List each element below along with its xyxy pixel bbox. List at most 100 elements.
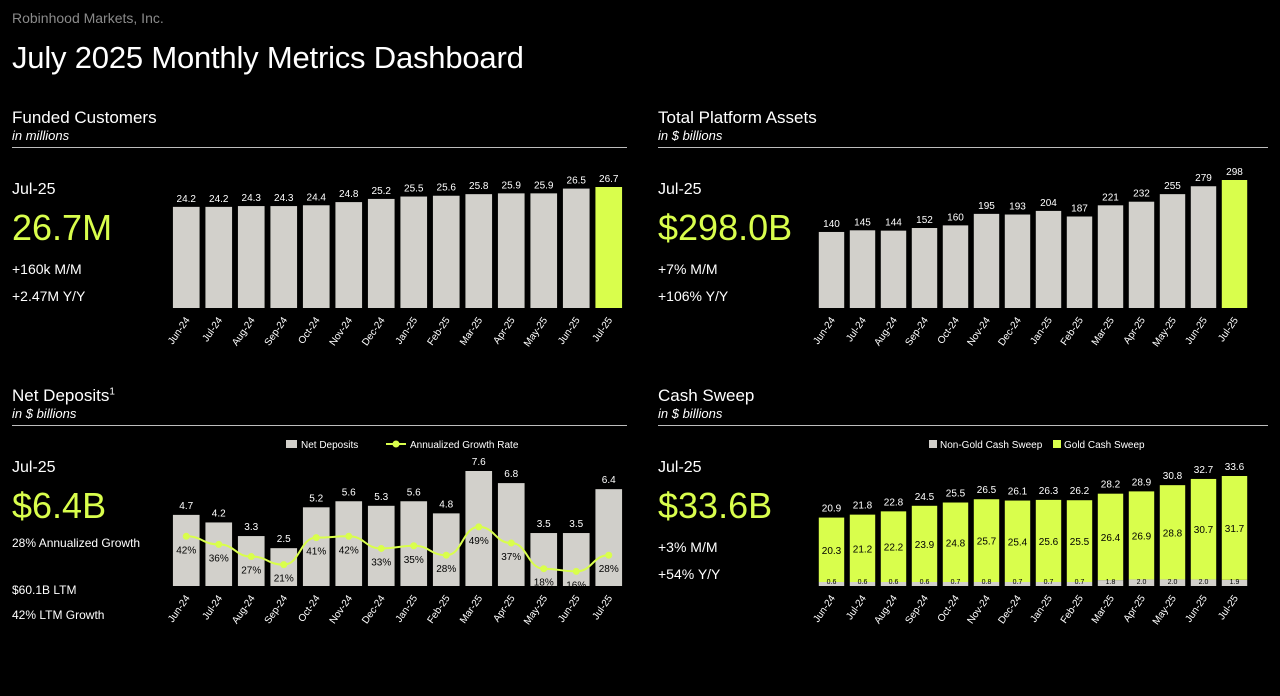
data-label: 24.3 [274,193,294,204]
x-tick-label: Oct-24 [936,315,962,346]
total-label: 21.8 [853,501,873,512]
gold-label: 28.8 [1163,528,1183,539]
growth-label: 42% [339,545,359,556]
data-label: 24.8 [339,189,359,200]
bar [595,187,623,308]
data-label: 26.7 [599,174,619,185]
non-gold-label: 2.0 [1137,579,1147,586]
data-label: 5.6 [342,487,356,498]
gold-label: 25.5 [1070,537,1090,548]
data-label: 232 [1133,189,1150,200]
growth-point [540,565,548,573]
gold-label: 25.4 [1008,537,1028,548]
bar-gold [1128,491,1155,580]
non-gold-label: 0.6 [889,579,899,586]
growth-point [345,532,353,540]
growth-point [442,551,450,559]
footnote-marker: 1 [109,386,115,398]
data-label: 140 [823,219,840,230]
x-tick-label: Jul-25 [591,593,616,622]
kpi-value: $298.0B [658,207,793,248]
x-tick-label: Jun-24 [166,315,193,347]
non-gold-label: 0.6 [858,579,868,586]
bar [1035,210,1062,308]
bar [465,194,493,308]
legend-label: Annualized Growth Rate [410,440,519,451]
x-tick-label: Nov-24 [328,593,356,626]
data-label: 193 [1009,202,1026,213]
bar [335,501,363,586]
kpi-mom: +160k M/M [12,261,82,277]
non-gold-label: 0.8 [982,579,992,586]
bar [530,193,558,308]
x-tick-label: Jun-24 [811,593,838,625]
growth-label: 36% [209,553,229,564]
x-tick-label: Jul-24 [201,315,226,344]
gold-label: 23.9 [915,540,935,551]
data-label: 25.2 [372,186,392,197]
bar-gold [1004,500,1031,582]
growth-point [312,534,320,542]
bar [172,206,200,308]
growth-label: 28% [599,564,619,575]
kpi-yoy: +2.47M Y/Y [12,288,86,304]
bar [270,206,298,308]
x-tick-label: Jul-24 [844,593,869,622]
divider [12,425,627,426]
bar [942,225,969,308]
bar-non-gold [1097,580,1124,586]
x-tick-label: Oct-24 [296,315,322,346]
bar [497,193,525,308]
non-gold-label: 0.7 [951,579,961,586]
x-tick-label: Aug-24 [872,593,900,626]
data-label: 4.7 [179,501,193,512]
total-label: 30.8 [1163,471,1183,482]
total-label: 33.6 [1225,462,1245,473]
x-tick-label: Dec-24 [360,593,388,626]
kpi-mom: +3% M/M [658,539,718,555]
divider [658,147,1268,148]
bar-gold [1159,485,1186,580]
x-tick-label: Mar-25 [1090,315,1117,348]
x-tick-label: Feb-25 [426,315,453,348]
divider [658,425,1268,426]
x-tick-label: Dec-24 [996,593,1024,626]
growth-label: 35% [404,555,424,566]
growth-point [507,539,515,547]
growth-label: 21% [274,574,294,585]
bar-non-gold [849,582,876,586]
panel-title: Total Platform Assets [658,108,817,127]
bar [302,205,330,308]
non-gold-label: 0.7 [1013,579,1023,586]
bar [562,188,590,308]
kpi-value: $6.4B [12,485,107,526]
data-label: 204 [1040,198,1057,209]
data-label: 298 [1226,167,1243,178]
kpi-value: 26.7M [12,207,113,248]
x-tick-label: Jan-25 [394,315,421,347]
legend-label: Gold Cash Sweep [1064,440,1145,451]
bar [1190,186,1217,308]
data-label: 7.6 [472,457,486,468]
data-label: 24.4 [307,192,327,203]
data-label: 144 [885,218,902,229]
non-gold-label: 0.6 [827,579,837,586]
data-label: 24.2 [177,194,197,205]
x-tick-label: Apr-25 [1122,315,1148,346]
growth-point [280,561,288,569]
gold-label: 21.2 [853,544,873,555]
data-label: 6.8 [504,469,518,480]
bar-gold [1190,478,1217,580]
growth-label: 37% [501,552,521,563]
x-tick-label: Nov-24 [965,315,993,348]
gold-label: 25.7 [977,537,997,548]
bar [205,522,233,586]
x-tick-label: Sep-24 [263,593,291,626]
x-tick-label: Feb-25 [1059,315,1086,348]
growth-point [475,523,483,531]
x-tick-label: Jul-24 [844,315,869,344]
x-tick-label: Jun-25 [556,315,583,347]
legend-swatch-bar [286,440,297,448]
bar-gold [1097,493,1124,581]
legend-swatch-gold [1053,440,1061,448]
